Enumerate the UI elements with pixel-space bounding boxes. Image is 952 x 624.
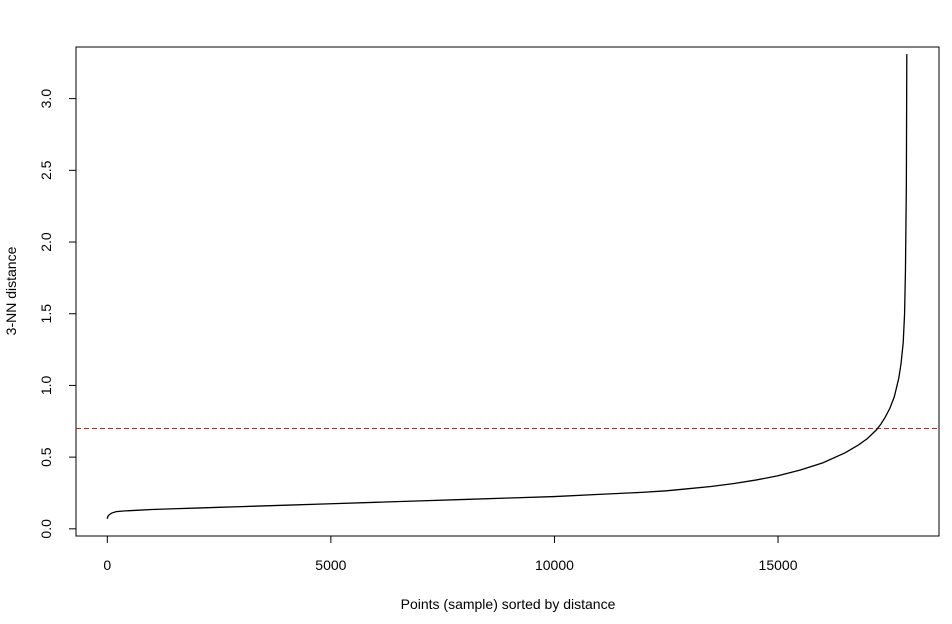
y-tick-label: 0.0 <box>38 519 54 539</box>
x-tick-label: 0 <box>103 557 111 573</box>
x-axis: 0 5000 10000 15000 <box>103 535 798 573</box>
y-axis: 0.0 0.5 1.0 1.5 2.0 2.5 3.0 <box>38 89 77 539</box>
sorted-distance-curve <box>106 54 908 519</box>
x-tick-label: 10000 <box>535 557 574 573</box>
x-tick-label: 15000 <box>759 557 798 573</box>
plot-frame <box>75 46 940 537</box>
y-tick-label: 3.0 <box>38 89 54 109</box>
y-axis-title: 3-NN distance <box>3 246 19 335</box>
y-tick-label: 1.0 <box>38 375 54 395</box>
x-tick-label: 5000 <box>315 557 346 573</box>
series-group <box>106 54 908 519</box>
y-tick-label: 0.5 <box>38 447 54 467</box>
y-tick-label: 2.0 <box>38 232 54 252</box>
y-tick-label: 1.5 <box>38 304 54 324</box>
x-axis-title: Points (sample) sorted by distance <box>401 596 616 612</box>
y-tick-label: 2.5 <box>38 160 54 180</box>
